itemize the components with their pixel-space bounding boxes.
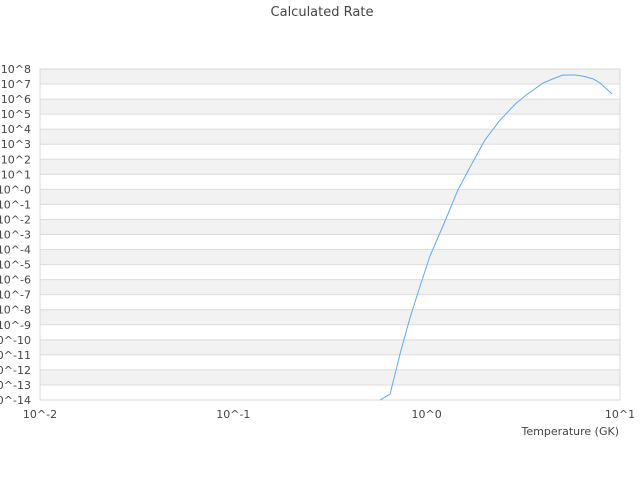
y-tick-label: 10^-0 [0, 183, 31, 196]
x-tick-label: 10^-2 [23, 408, 57, 421]
y-tick-label: 10^-7 [0, 289, 31, 302]
y-tick-label: 10^7 [1, 78, 31, 91]
y-tick-label: 10^-2 [0, 213, 31, 226]
grid-band [40, 219, 620, 235]
y-tick-label: 10^-1 [0, 198, 31, 211]
grid-band [40, 144, 620, 160]
grid-band [40, 84, 620, 100]
grid-band [40, 114, 620, 130]
x-axis-label: Temperature (GK) [521, 425, 620, 438]
grid-band [40, 309, 620, 325]
y-tick-label: 10^3 [1, 138, 31, 151]
grid-band [40, 159, 620, 175]
chart-title: Calculated Rate [271, 5, 374, 20]
y-tick-label: 10^2 [1, 153, 31, 166]
series-line [379, 74, 613, 401]
y-tick-label: 10^-10 [0, 334, 31, 347]
y-tick-label: 10^-11 [0, 349, 31, 362]
x-tick-label: 10^-1 [216, 408, 250, 421]
y-tick-label: 10^4 [1, 123, 31, 136]
grid-band [40, 189, 620, 205]
grid-band [40, 99, 620, 115]
grid-band [40, 369, 620, 385]
grid-band [40, 129, 620, 145]
grid-band [40, 69, 620, 85]
grid-band [40, 264, 620, 280]
y-tick-label: 10^1 [1, 168, 31, 181]
x-tick-label: 10^0 [412, 408, 442, 421]
y-tick-label: 10^-4 [0, 244, 31, 257]
y-tick-label: 10^6 [1, 93, 31, 106]
grid-band [40, 234, 620, 250]
x-tick-label: 10^1 [605, 408, 635, 421]
y-tick-label: 10^-14 [0, 394, 31, 407]
y-tick-label: 10^8 [1, 63, 31, 76]
y-tick-label: 10^-3 [0, 229, 31, 242]
grid-band [40, 294, 620, 310]
grid-band [40, 354, 620, 370]
y-tick-label: 10^5 [1, 108, 31, 121]
y-tick-label: 10^-5 [0, 259, 31, 272]
grid-band [40, 384, 620, 400]
grid-band [40, 339, 620, 355]
y-tick-label: 10^-8 [0, 304, 31, 317]
y-tick-label: 10^-13 [0, 379, 31, 392]
grid-band [40, 324, 620, 340]
grid-band [40, 249, 620, 265]
plot-border [39, 68, 621, 401]
y-tick-label: 10^-12 [0, 364, 31, 377]
y-tick-label: 10^-6 [0, 274, 31, 287]
grid-band [40, 174, 620, 190]
y-tick-label: 10^-9 [0, 319, 31, 332]
grid-band [40, 204, 620, 220]
grid-band [40, 279, 620, 295]
